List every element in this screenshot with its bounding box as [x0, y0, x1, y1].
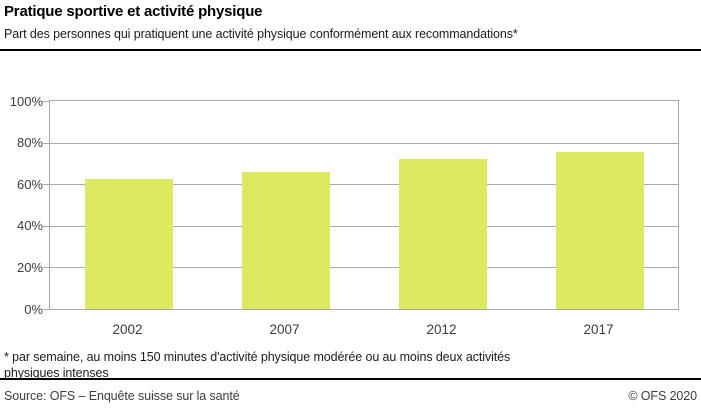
gridline-80 — [50, 142, 678, 144]
footnote: * par semaine, au moins 150 minutes d'ac… — [4, 349, 510, 381]
footnote-line-2: physiques intenses — [4, 366, 109, 380]
y-tick-0 — [43, 309, 49, 310]
source-text: Source: OFS – Enquête suisse sur la sant… — [4, 389, 240, 403]
x-tick-label-2012: 2012 — [426, 322, 457, 337]
x-tick-label-2007: 2007 — [269, 322, 300, 337]
footer-divider — [0, 378, 701, 380]
bar-2017 — [555, 151, 644, 309]
y-tick-80 — [43, 142, 49, 144]
y-tick-label-100: 100% — [9, 93, 43, 109]
x-tick-label-2017: 2017 — [583, 322, 614, 337]
x-tick-label-2002: 2002 — [112, 322, 143, 337]
gridline-40 — [50, 225, 678, 227]
bar-2007 — [241, 171, 330, 309]
y-tick-label-40: 40% — [16, 218, 43, 234]
plot-area — [43, 100, 679, 310]
page-subtitle: Part des personnes qui pratiquent une ac… — [4, 27, 518, 41]
bar-2002 — [84, 179, 173, 309]
y-tick-label-80: 80% — [16, 135, 43, 151]
page-title: Pratique sportive et activité physique — [4, 3, 263, 20]
y-tick-label-0: 0% — [24, 301, 43, 317]
y-tick-40 — [43, 225, 49, 227]
y-tick-label-60: 60% — [16, 176, 43, 192]
y-tick-60 — [43, 184, 49, 186]
y-tick-20 — [43, 267, 49, 269]
y-tick-100 — [43, 101, 49, 102]
y-tick-label-20: 20% — [16, 259, 43, 275]
gridline-60 — [50, 184, 678, 186]
footer: Source: OFS – Enquête suisse sur la sant… — [4, 389, 697, 403]
copyright-text: © OFS 2020 — [628, 389, 697, 403]
header-divider — [0, 49, 701, 51]
footnote-line-1: * par semaine, au moins 150 minutes d'ac… — [4, 350, 511, 364]
bar-chart: 0% 20% 40% 60% 80% 100% 2002 2007 2012 2017 — [9, 93, 679, 337]
gridline-20 — [50, 267, 678, 269]
bar-2012 — [398, 159, 487, 309]
